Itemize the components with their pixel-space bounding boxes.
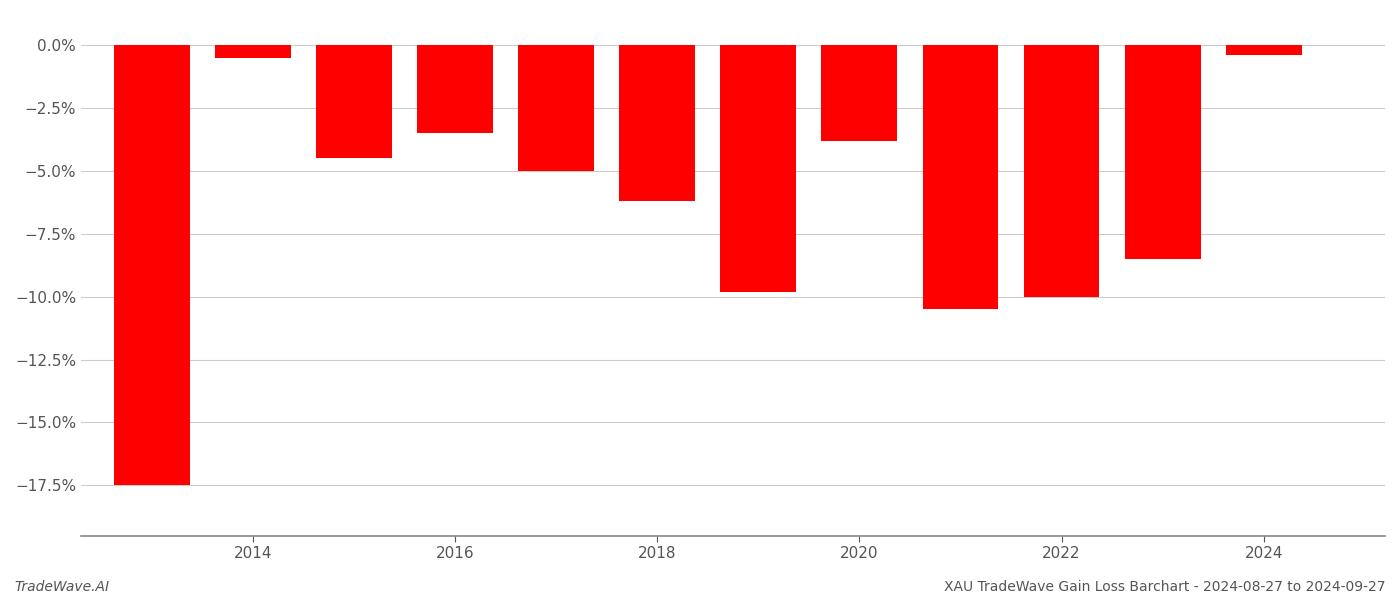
Bar	[619, 45, 694, 201]
Bar	[316, 45, 392, 158]
Bar	[518, 45, 594, 171]
Bar	[417, 45, 493, 133]
Bar	[822, 45, 897, 141]
Bar	[1023, 45, 1099, 296]
Bar	[216, 45, 291, 58]
Bar	[721, 45, 797, 292]
Bar	[1124, 45, 1201, 259]
Bar	[923, 45, 998, 309]
Text: XAU TradeWave Gain Loss Barchart - 2024-08-27 to 2024-09-27: XAU TradeWave Gain Loss Barchart - 2024-…	[945, 580, 1386, 594]
Bar	[1226, 45, 1302, 55]
Text: TradeWave.AI: TradeWave.AI	[14, 580, 109, 594]
Bar	[113, 45, 189, 485]
